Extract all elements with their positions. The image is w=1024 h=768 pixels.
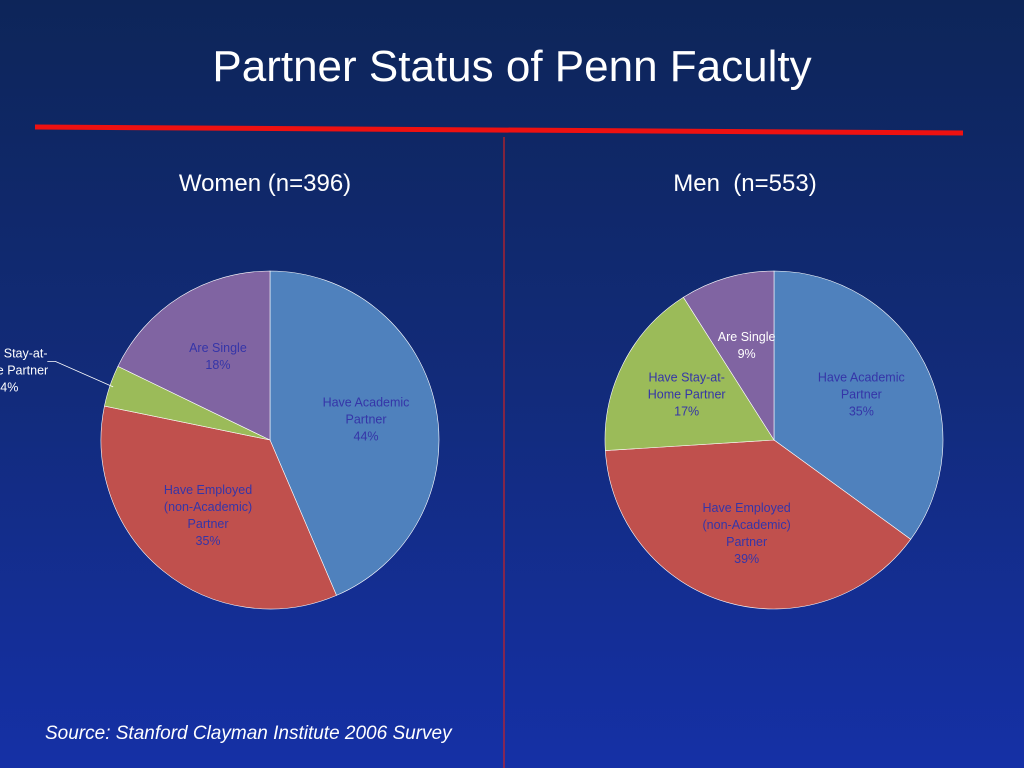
slice-category: Have Employed (non-Academic) Partner — [163, 482, 253, 531]
slice-label: Have Academic Partner 44% — [314, 395, 418, 446]
pie-slice — [683, 270, 775, 442]
slice-label: Have Employed (non-Academic) Partner 35% — [156, 482, 260, 550]
slice-label: Are Single 9% — [695, 329, 799, 363]
slice-value-label: 17% — [674, 404, 700, 419]
pie-title: Women (n=396) — [178, 170, 352, 197]
page-title: Partner Status of Penn Faculty — [212, 42, 812, 91]
slice-value-label: 44% — [353, 429, 379, 444]
slice-category: Are Single — [717, 329, 776, 344]
slice-category: Have Academic Partner — [322, 395, 410, 427]
pie-slice — [269, 270, 440, 596]
slice-label: Are Single 18% — [166, 340, 270, 374]
slice-value-label: 35% — [848, 404, 874, 419]
slice-category: Have Employed (non-Academic) Partner — [702, 501, 791, 550]
source-note: Source: Stanford Clayman Institute 2006 … — [45, 723, 452, 744]
slice-value-label: 35% — [195, 533, 221, 548]
slice-value-label: 39% — [734, 552, 760, 567]
leader-line — [47, 360, 114, 388]
slice-label: Have Academic Partner 35% — [809, 370, 913, 421]
slice-category: Have Academic Partner — [817, 370, 905, 402]
slice-label: Have Employed (non-Academic) Partner 39% — [695, 500, 799, 568]
slice-value-label: 18% — [205, 357, 231, 372]
pie-slice — [117, 270, 271, 441]
pie-slice — [605, 439, 912, 610]
slice-category: Are Single — [189, 340, 247, 355]
pie-slice — [604, 296, 775, 451]
title-rule — [34, 124, 964, 136]
pie-slice — [773, 270, 944, 540]
slice-category: Have Stay-at-Home Partner — [0, 346, 49, 378]
slice-label: Have Stay-at-Home Partner 4% — [0, 346, 61, 397]
slice-value-label: 4% — [0, 380, 19, 395]
pie-slice — [100, 405, 337, 610]
slice-value-label: 9% — [737, 346, 756, 361]
slice-label: Have Stay-at-Home Partner 17% — [635, 370, 739, 421]
slice-category: Have Stay-at-Home Partner — [647, 370, 726, 402]
pie-title: Men (n=553) — [673, 170, 817, 197]
